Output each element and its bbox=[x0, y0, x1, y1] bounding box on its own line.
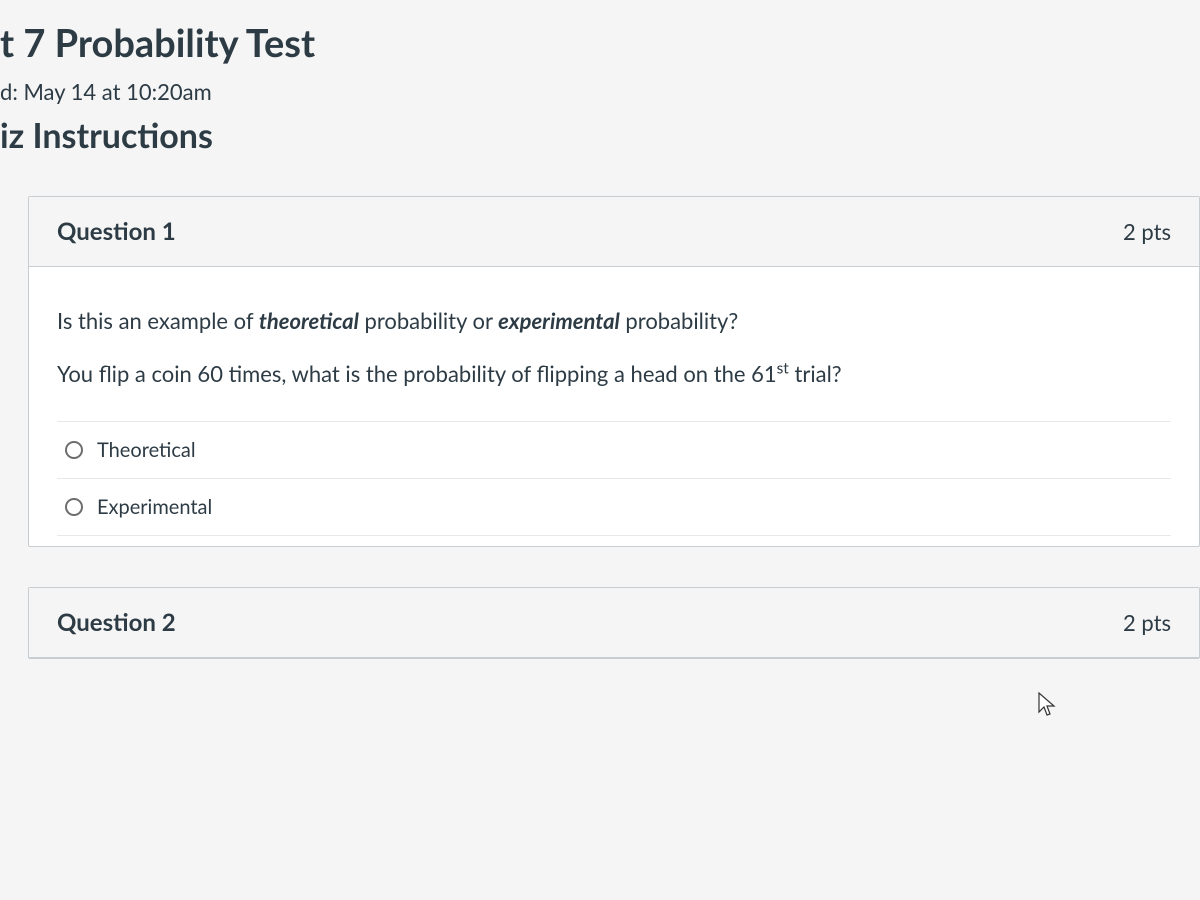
prompt-text: You flip a coin 60 times, what is the pr… bbox=[57, 360, 777, 387]
answer-option-experimental[interactable]: Experimental bbox=[57, 478, 1171, 536]
question-points: 2 pts bbox=[1123, 218, 1171, 245]
question-number: Question 2 bbox=[57, 608, 176, 637]
question-card: Question 2 2 pts bbox=[28, 587, 1200, 659]
question-prompt-line-2: You flip a coin 60 times, what is the pr… bbox=[57, 356, 1171, 391]
cursor-icon bbox=[1038, 692, 1058, 718]
answer-option-theoretical[interactable]: Theoretical bbox=[57, 421, 1171, 478]
radio-icon bbox=[65, 498, 83, 516]
prompt-text: Is this an example of bbox=[57, 307, 259, 334]
prompt-text: probability or bbox=[359, 307, 498, 334]
question-points: 2 pts bbox=[1123, 609, 1171, 636]
question-prompt-line-1: Is this an example of theoretical probab… bbox=[57, 303, 1171, 338]
question-header: Question 2 2 pts bbox=[29, 588, 1199, 658]
answer-label: Experimental bbox=[97, 495, 212, 519]
prompt-text: trial? bbox=[789, 360, 842, 387]
quiz-page: t 7 Probability Test d: May 14 at 10:20a… bbox=[0, 0, 1200, 659]
question-body: Is this an example of theoretical probab… bbox=[29, 267, 1199, 546]
quiz-started-timestamp: d: May 14 at 10:20am bbox=[0, 78, 1200, 105]
radio-icon bbox=[65, 441, 83, 459]
prompt-text: probability? bbox=[620, 307, 738, 334]
question-header: Question 1 2 pts bbox=[29, 197, 1199, 267]
question-card: Question 1 2 pts Is this an example of t… bbox=[28, 196, 1200, 547]
prompt-superscript: st bbox=[777, 360, 789, 378]
answer-list: Theoretical Experimental bbox=[57, 421, 1171, 536]
prompt-emphasis: experimental bbox=[498, 307, 620, 334]
prompt-emphasis: theoretical bbox=[259, 307, 359, 334]
quiz-instructions-heading: iz Instructions bbox=[0, 115, 1200, 156]
question-number: Question 1 bbox=[57, 217, 176, 246]
answer-label: Theoretical bbox=[97, 438, 196, 462]
quiz-title: t 7 Probability Test bbox=[0, 20, 1200, 66]
